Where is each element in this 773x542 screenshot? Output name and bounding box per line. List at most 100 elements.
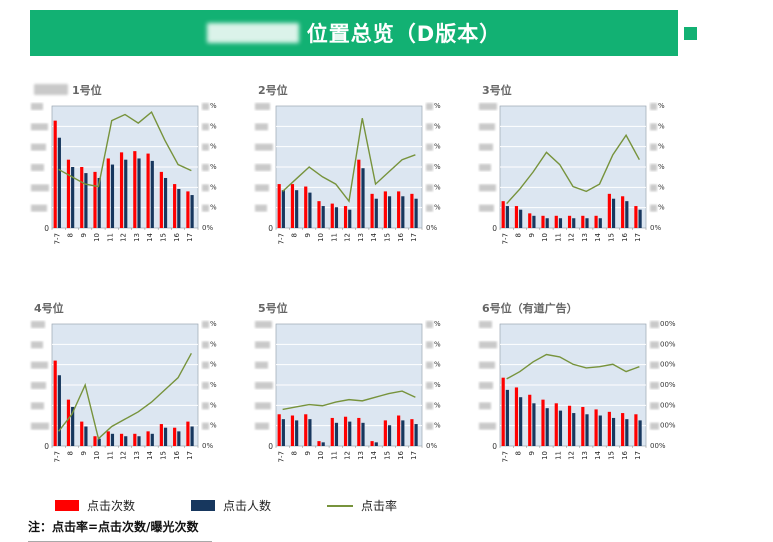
redacted-axis-label [31,184,49,192]
redacted-axis-label [479,103,497,110]
axis-tick-percent: % [434,163,441,171]
bar-clicks [370,441,374,446]
bar-users [163,427,168,446]
bar-users [177,188,181,228]
axis-tick-zero: 0 [268,224,273,233]
redacted-axis-label [650,123,657,131]
chart-title: 2号位 [252,82,470,98]
redacted-axis-label [202,184,209,192]
axis-tick-percent: % [434,381,441,389]
chart-title-text: 2号位 [258,84,288,97]
x-tick-label: 7-7 [277,451,285,462]
x-tick-label: 7-7 [53,233,61,244]
bar-users [558,410,563,446]
x-tick-label: 14 [146,232,154,241]
axis-tick-percent: % [658,143,665,151]
x-tick-label: 17 [410,233,418,242]
redacted-axis-label [426,103,433,110]
bar-clicks [159,171,163,228]
redacted-axis-label [479,321,492,328]
redacted-axis-label [650,341,659,349]
bar-clicks [397,191,401,228]
x-tick-label: 10 [541,233,549,242]
x-tick-label: 12 [568,233,576,242]
bar-users [611,198,616,228]
redacted-axis-label [650,184,657,192]
redacted-axis-label [202,123,209,131]
axis-tick-percent: % [210,401,217,409]
redacted-axis-label [255,103,270,110]
x-tick-label: 11 [554,451,562,460]
axis-tick-percent: 00% [660,361,676,369]
bar-clicks [186,421,190,446]
bar-users [137,158,141,228]
x-tick-label: 14 [146,450,154,459]
chart-title-text: 6号位（有道广告） [482,302,578,315]
bar-clicks [133,151,137,228]
axis-tick-percent: 00% [660,401,676,409]
bar-clicks [290,415,295,446]
bar-users [638,420,642,446]
redacted-axis-label [426,402,433,410]
redacted-axis-label [31,361,48,369]
redacted-axis-label [202,382,209,389]
redacted-axis-label [650,204,657,212]
x-tick-label: 14 [594,450,602,459]
axis-tick-percent: % [210,183,217,191]
redacted-axis-label [479,143,493,151]
bar-clicks [581,215,585,228]
bar-users [361,422,365,446]
x-tick-label: 11 [554,233,562,242]
x-tick-label: 7-7 [53,451,61,462]
axis-tick-zero: 0 [492,224,497,233]
axis-tick-percent-zero: 0% [426,224,437,232]
redacted-axis-label [202,361,209,369]
x-tick-label: 12 [344,233,352,242]
axis-tick-percent: % [658,102,665,110]
axis-tick-percent: % [434,204,441,212]
chart-title: 1号位 [28,82,246,98]
bar-users [361,168,365,228]
x-tick-label: 13 [581,233,589,242]
bar-clicks [106,158,110,228]
chart-title: 3号位 [476,82,694,98]
bar-users [124,159,128,228]
redacted-axis-label [202,103,209,110]
bar-users [163,177,168,228]
bar-clicks [514,206,519,228]
bar-clicks [186,191,190,228]
bar-clicks [634,206,638,228]
axis-tick-percent: % [210,320,217,328]
line-rate [58,352,192,440]
legend-label: 点击次数 [87,499,136,513]
axis-tick-percent-zero: 00% [650,442,666,450]
axis-tick-percent-zero: 0% [650,224,661,232]
axis-tick-percent: % [434,361,441,369]
bar-users [71,406,75,446]
chart-title-text: 1号位 [72,84,102,97]
charts-grid: 1号位 0%%%%%% 0% 7-7 8 9 10 11 12 13 14 15 16 17 2号位 0%%%… [28,82,748,498]
x-tick-label: 15 [383,233,391,242]
bar-clicks [290,184,295,228]
bar-users [519,209,523,228]
bar-users [137,436,141,446]
chart-title: 4号位 [28,300,246,316]
x-tick-label: 16 [621,232,629,241]
redacted-text [34,84,68,95]
chart-title-text: 4号位 [34,302,64,315]
x-tick-label: 16 [173,232,181,241]
redacted-axis-label [202,164,209,171]
axis-tick-percent: % [434,122,441,130]
redacted-axis-label [255,204,267,212]
axis-tick-percent: % [658,163,665,171]
bar-users [348,209,352,228]
bar-users [71,167,75,228]
bar-users [334,207,339,228]
redacted-axis-label [31,143,46,151]
legend-label: 点击率 [361,499,398,513]
legend-line-swatch [327,504,354,507]
axis-tick-percent: % [210,122,217,130]
bar-clicks [541,215,545,228]
chart-canvas-3: 0%%%%%% 0% 7-7 8 9 10 11 12 13 14 15 16 17 [479,102,665,244]
bar-clicks [133,433,137,446]
